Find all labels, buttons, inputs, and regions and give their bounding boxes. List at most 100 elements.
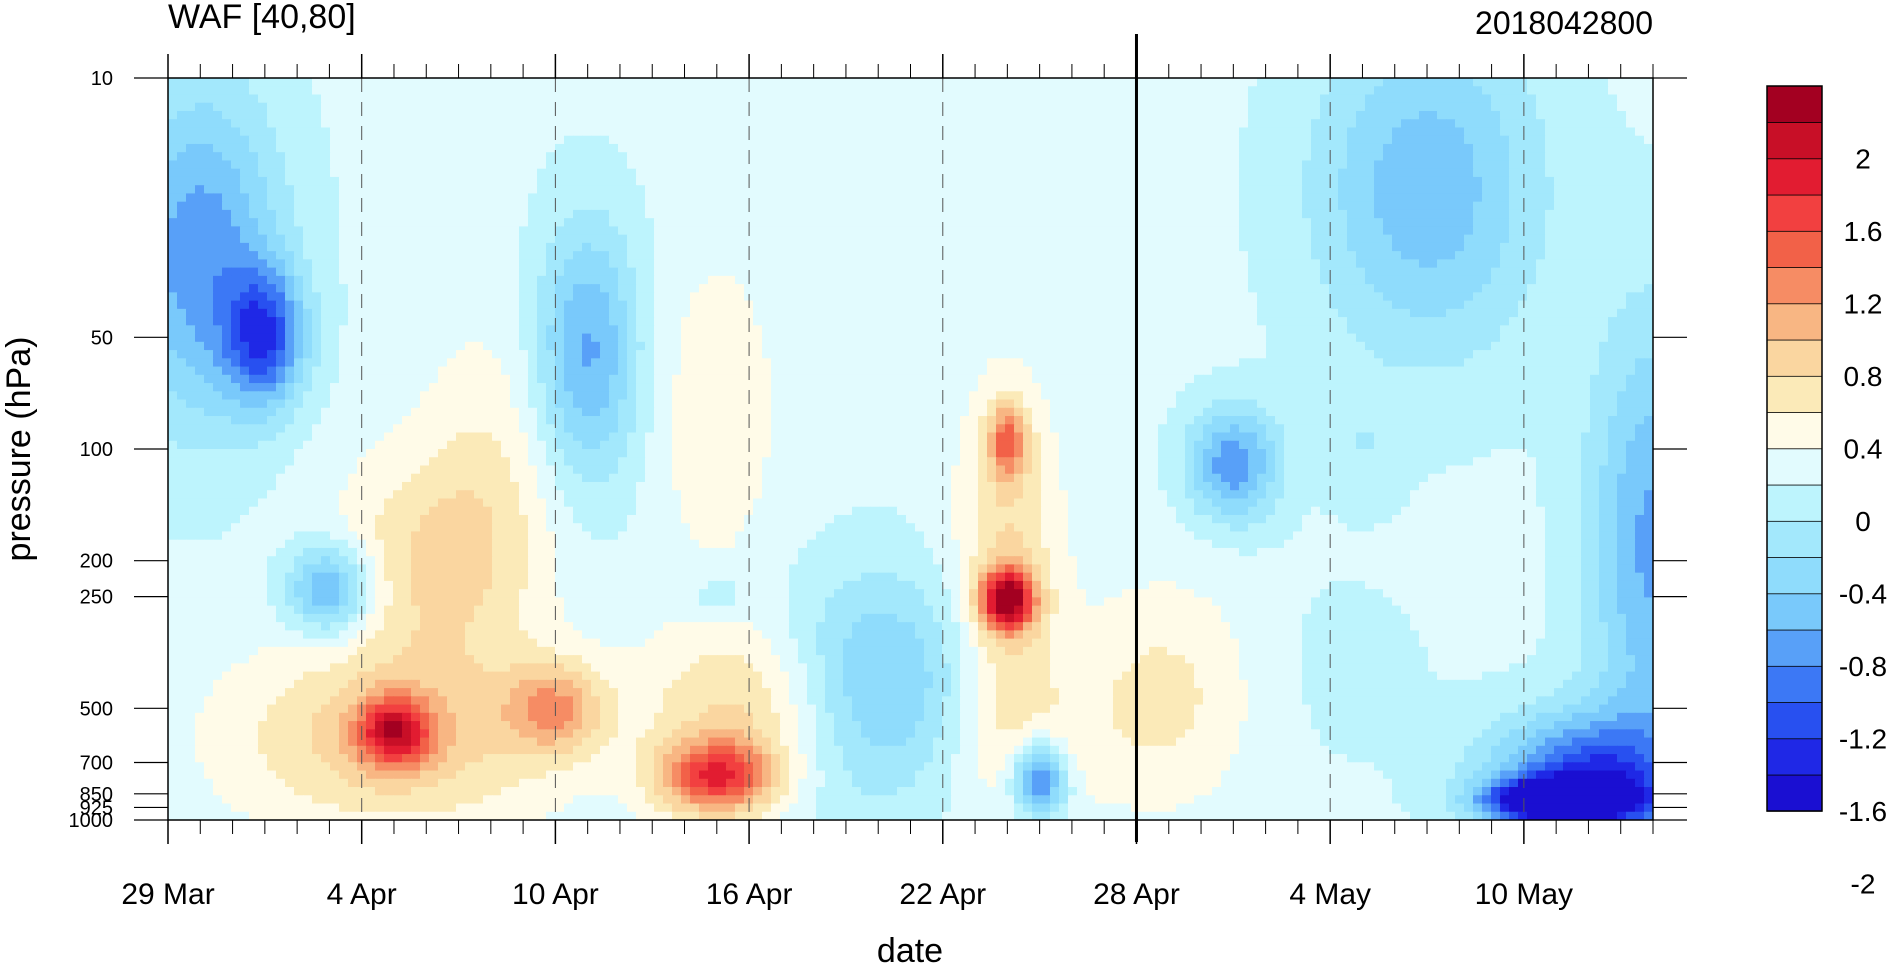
contour-cell [951, 218, 961, 227]
contour-cell [771, 234, 781, 244]
contour-cell [1185, 259, 1195, 269]
contour-cell [555, 292, 565, 302]
contour-cell [312, 259, 322, 269]
contour-cell [564, 185, 574, 195]
contour-cell [1590, 226, 1600, 236]
contour-cell [456, 308, 466, 318]
contour-cell [1383, 110, 1393, 120]
contour-cell [1464, 168, 1474, 178]
contour-cell [258, 152, 268, 162]
contour-cell [1581, 308, 1591, 318]
contour-cell [798, 119, 808, 129]
contour-cell [1050, 168, 1060, 178]
contour-cell [573, 325, 583, 335]
contour-cell [1068, 275, 1078, 285]
contour-cell [600, 284, 610, 293]
contour-cell [1194, 185, 1204, 195]
contour-cell [1239, 234, 1249, 244]
contour-cell [510, 284, 520, 293]
contour-cell [636, 242, 646, 252]
contour-cell [582, 226, 592, 236]
contour-cell [258, 259, 268, 269]
contour-cell [1185, 201, 1195, 211]
contour-cell [1464, 135, 1474, 145]
contour-cell [942, 94, 952, 104]
contour-cell [600, 127, 610, 137]
contour-cell [1644, 135, 1653, 145]
contour-cell [1374, 135, 1384, 145]
contour-cell [1437, 292, 1447, 302]
contour-cell [996, 127, 1006, 137]
contour-cell [1149, 127, 1159, 137]
contour-cell [978, 234, 988, 244]
contour-cell [1410, 259, 1420, 269]
contour-cell [483, 102, 493, 112]
contour-cell [1392, 94, 1402, 104]
contour-cell [1356, 176, 1366, 186]
contour-cell [483, 168, 493, 178]
contour-cell [735, 275, 745, 285]
contour-cell [1059, 209, 1069, 219]
contour-cell [1140, 102, 1150, 112]
contour-cell [1221, 242, 1231, 252]
contour-cell [1455, 119, 1465, 129]
contour-cell [1329, 218, 1339, 227]
contour-cell [276, 300, 286, 310]
contour-cell [1032, 284, 1042, 293]
contour-cell [1077, 176, 1087, 186]
contour-cell [186, 143, 196, 153]
contour-cell [249, 325, 259, 335]
contour-cell [1266, 275, 1276, 285]
contour-cell [1617, 242, 1627, 252]
contour-cell [1644, 275, 1653, 285]
contour-cell [1059, 135, 1069, 145]
contour-cell [717, 176, 727, 186]
contour-cell [879, 308, 889, 318]
contour-cell [1221, 259, 1231, 269]
contour-cell [870, 152, 880, 162]
contour-cell [654, 152, 664, 162]
contour-cell [807, 251, 817, 260]
contour-cell [1275, 78, 1285, 87]
contour-cell [861, 292, 871, 302]
contour-cell [168, 259, 178, 269]
contour-cell [195, 259, 205, 269]
contour-cell [1104, 251, 1114, 260]
contour-cell [1635, 102, 1645, 112]
contour-cell [258, 135, 268, 145]
contour-cell [1608, 160, 1618, 170]
contour-cell [915, 275, 925, 285]
contour-cell [1320, 94, 1330, 104]
contour-cell [1554, 152, 1564, 162]
contour-cell [267, 102, 277, 112]
contour-cell [1293, 234, 1303, 244]
contour-cell [1428, 209, 1438, 219]
contour-cell [843, 267, 853, 277]
contour-cell [1023, 234, 1033, 244]
contour-cell [690, 218, 700, 227]
contour-cell [1284, 284, 1294, 293]
contour-cell [906, 218, 916, 227]
contour-cell [789, 102, 799, 112]
contour-cell [1401, 78, 1411, 87]
contour-cell [1518, 251, 1528, 260]
contour-cell [1365, 110, 1375, 120]
contour-cell [519, 317, 529, 326]
contour-cell [1635, 242, 1645, 252]
contour-cell [717, 292, 727, 302]
contour-cell [519, 193, 529, 203]
contour-cell [1446, 193, 1456, 203]
contour-cell [339, 201, 349, 211]
contour-cell [465, 185, 475, 195]
contour-cell [1563, 193, 1573, 203]
contour-cell [681, 185, 691, 195]
contour-cell [1005, 185, 1015, 195]
contour-cell [555, 251, 565, 260]
contour-cell [429, 185, 439, 195]
contour-cell [1311, 209, 1321, 219]
contour-cell [1302, 119, 1312, 129]
contour-cell [690, 317, 700, 326]
contour-cell [1293, 110, 1303, 120]
contour-cell [195, 267, 205, 277]
contour-cell [609, 127, 619, 137]
